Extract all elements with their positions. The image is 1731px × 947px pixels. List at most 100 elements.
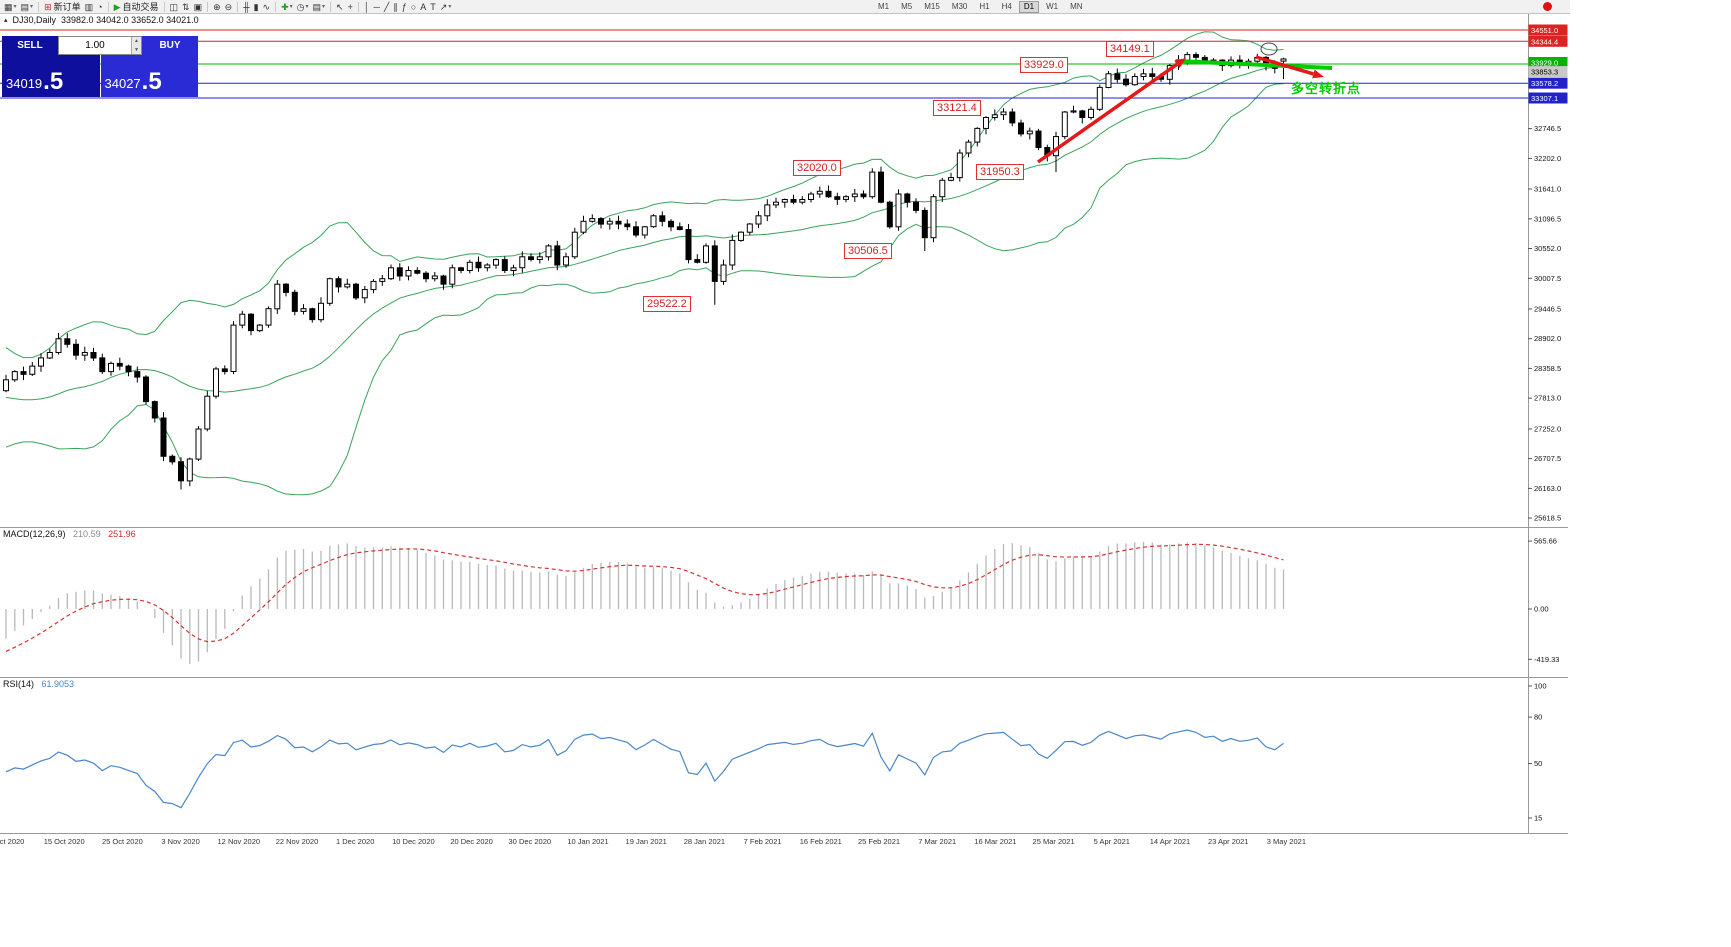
timeframe-m5-button[interactable]: M5 — [901, 1, 913, 11]
svg-text:20 Dec 2020: 20 Dec 2020 — [450, 837, 493, 846]
rsi-label: RSI(14) — [3, 679, 35, 689]
volume-spinner: ▲ ▼ — [131, 37, 141, 54]
toolbar-terminal-button[interactable]: ▥ — [83, 1, 96, 13]
toolbar-tile-windows-button[interactable]: ◫ — [168, 1, 181, 13]
new-chart-dropdown-icon[interactable]: ▾ — [13, 4, 17, 10]
svg-text:28902.0: 28902.0 — [1534, 334, 1561, 343]
cursor-icon: ↖ — [336, 1, 344, 12]
toolbar-new-chart-button[interactable]: ▦ ▾ — [2, 1, 19, 13]
new-order-icon: ⊞ — [44, 1, 52, 12]
toolbar-fibonacci-button[interactable]: ƒ — [400, 1, 409, 13]
toolbar-zoom-out-button[interactable]: ⊖ — [223, 1, 235, 13]
buy-price[interactable]: 34027 .5 — [100, 55, 198, 97]
sell-price-int: 34019 — [6, 76, 43, 91]
volume-decrease-button[interactable]: ▼ — [131, 45, 141, 54]
svg-text:23 Apr 2021: 23 Apr 2021 — [1208, 837, 1248, 846]
indicators-icon: ✚ — [281, 1, 289, 12]
toolbar-horizontal-line-button[interactable]: ─ — [371, 1, 381, 13]
timeframe-w1-button[interactable]: W1 — [1046, 1, 1059, 11]
sell-button[interactable]: SELL — [2, 36, 58, 55]
arrows-tool-dropdown-icon[interactable]: ▾ — [448, 4, 452, 10]
turning-point-annotation: 多空转折点 — [1291, 81, 1362, 96]
svg-text:565.66: 565.66 — [1534, 537, 1557, 546]
symbol-period: DJ30,Daily — [12, 15, 57, 25]
toolbar-zoom-in-button[interactable]: ⊕ — [211, 1, 223, 13]
svg-text:33578.2: 33578.2 — [1531, 79, 1558, 88]
timeframe-d1-button[interactable]: D1 — [1018, 0, 1040, 13]
sell-price[interactable]: 34019 .5 — [2, 55, 100, 97]
toolbar-crosshair-button[interactable]: + — [346, 1, 355, 13]
toolbar-vertical-line-button[interactable]: │ — [362, 1, 372, 13]
text-icon: A — [420, 1, 427, 12]
buy-button[interactable]: BUY — [142, 36, 198, 55]
buy-price-int: 34027 — [104, 76, 141, 91]
svg-text:30007.5: 30007.5 — [1534, 274, 1561, 283]
toolbar-text-button[interactable]: A — [418, 1, 428, 13]
profiles-dropdown-icon[interactable]: ▾ — [30, 4, 34, 10]
timeframe-m1-button[interactable]: M1 — [878, 1, 890, 11]
price-callout: 34149.1 — [1106, 41, 1154, 57]
arrows-tool-icon: ↗ — [439, 1, 448, 12]
svg-text:26707.5: 26707.5 — [1534, 454, 1561, 463]
volume-increase-button[interactable]: ▲ — [131, 37, 141, 46]
periods-dropdown-icon[interactable]: ▾ — [305, 4, 309, 10]
svg-text:22 Nov 2020: 22 Nov 2020 — [276, 837, 319, 846]
new-chart-icon: ▦ — [4, 1, 13, 12]
timeframe-m30-button[interactable]: M30 — [951, 1, 968, 11]
svg-text:28358.5: 28358.5 — [1534, 364, 1561, 373]
toolbar-arrange-windows-button[interactable]: ⇅ — [180, 1, 192, 13]
templates-icon: ▤ — [312, 1, 322, 12]
toolbar-dock-windows-button[interactable]: ▣ — [192, 1, 205, 13]
volume-field[interactable]: 1.00 ▲ ▼ — [58, 36, 142, 55]
svg-text:16 Mar 2021: 16 Mar 2021 — [974, 837, 1016, 846]
indicators-dropdown-icon[interactable]: ▾ — [289, 4, 293, 10]
svg-text:25 Oct 2020: 25 Oct 2020 — [102, 837, 143, 846]
svg-text:25 Feb 2021: 25 Feb 2021 — [858, 837, 900, 846]
crosshair-icon: + — [347, 1, 353, 12]
toolbar-equidistant-channel-button[interactable]: ∥ — [391, 1, 400, 13]
strategy-tester-icon: ◔ — [97, 1, 103, 12]
trend-arrow — [1036, 62, 1179, 164]
toolbar-text-label-button[interactable]: T — [428, 1, 438, 13]
timeframe-h4-button[interactable]: H4 — [1001, 1, 1012, 11]
toolbar-shapes-button[interactable]: ○ — [409, 1, 418, 13]
trend-line-icon: ╱ — [383, 1, 390, 12]
svg-text:7 Mar 2021: 7 Mar 2021 — [918, 837, 956, 846]
toolbar-auto-trading-button[interactable]: ▶ 自动交易 — [112, 1, 161, 13]
volume-input[interactable]: 1.00 — [85, 40, 105, 51]
toolbar-candlestick-mode-button[interactable]: ▮ — [252, 1, 261, 13]
svg-text:0.00: 0.00 — [1534, 605, 1549, 614]
toolbar-bar-chart-mode-button[interactable]: ╫ — [241, 1, 251, 13]
timeframe-mn-button[interactable]: MN — [1070, 1, 1083, 11]
toolbar-templates-button[interactable]: ▤ ▾ — [311, 1, 328, 13]
toolbar-periods-button[interactable]: ◷ ▾ — [295, 1, 311, 13]
timeframe-h1-button[interactable]: H1 — [979, 1, 990, 11]
svg-text:3 Nov 2020: 3 Nov 2020 — [161, 837, 199, 846]
templates-dropdown-icon[interactable]: ▾ — [322, 4, 326, 10]
svg-text:31641.0: 31641.0 — [1534, 185, 1561, 194]
terminal-icon: ▥ — [84, 1, 94, 12]
toolbar-separator — [163, 1, 165, 12]
price-callout: 29522.2 — [643, 296, 691, 312]
svg-text:10 Jan 2021: 10 Jan 2021 — [567, 837, 608, 846]
bollinger-upper-band — [5, 31, 1284, 359]
svg-text:14 Apr 2021: 14 Apr 2021 — [1150, 837, 1190, 846]
svg-text:34344.4: 34344.4 — [1531, 37, 1558, 46]
toolbar-trend-line-button[interactable]: ╱ — [382, 1, 391, 13]
chart-caption: ▴ DJ30,Daily 33982.0 34042.0 33652.0 340… — [4, 15, 199, 25]
toolbar-strategy-tester-button[interactable]: ◔ — [95, 1, 104, 13]
toolbar-indicators-button[interactable]: ✚ ▾ — [279, 1, 295, 13]
price-badge — [1528, 77, 1568, 89]
toolbar-separator — [38, 1, 40, 12]
svg-text:7 Feb 2021: 7 Feb 2021 — [744, 837, 782, 846]
toolbar-profiles-button[interactable]: ▤ ▾ — [19, 1, 36, 13]
toolbar-arrows-tool-button[interactable]: ↗ ▾ — [438, 1, 454, 13]
toolbar-new-order-button[interactable]: ⊞ 新订单 — [42, 1, 83, 13]
equidistant-channel-icon: ∥ — [393, 1, 398, 12]
toolbar-line-chart-mode-button[interactable]: ∿ — [261, 1, 273, 13]
toolbar-cursor-button[interactable]: ↖ — [334, 1, 346, 13]
dock-windows-icon: ▣ — [193, 1, 203, 12]
timeframe-m15-button[interactable]: M15 — [924, 1, 940, 11]
fibonacci-icon: ƒ — [401, 1, 407, 12]
